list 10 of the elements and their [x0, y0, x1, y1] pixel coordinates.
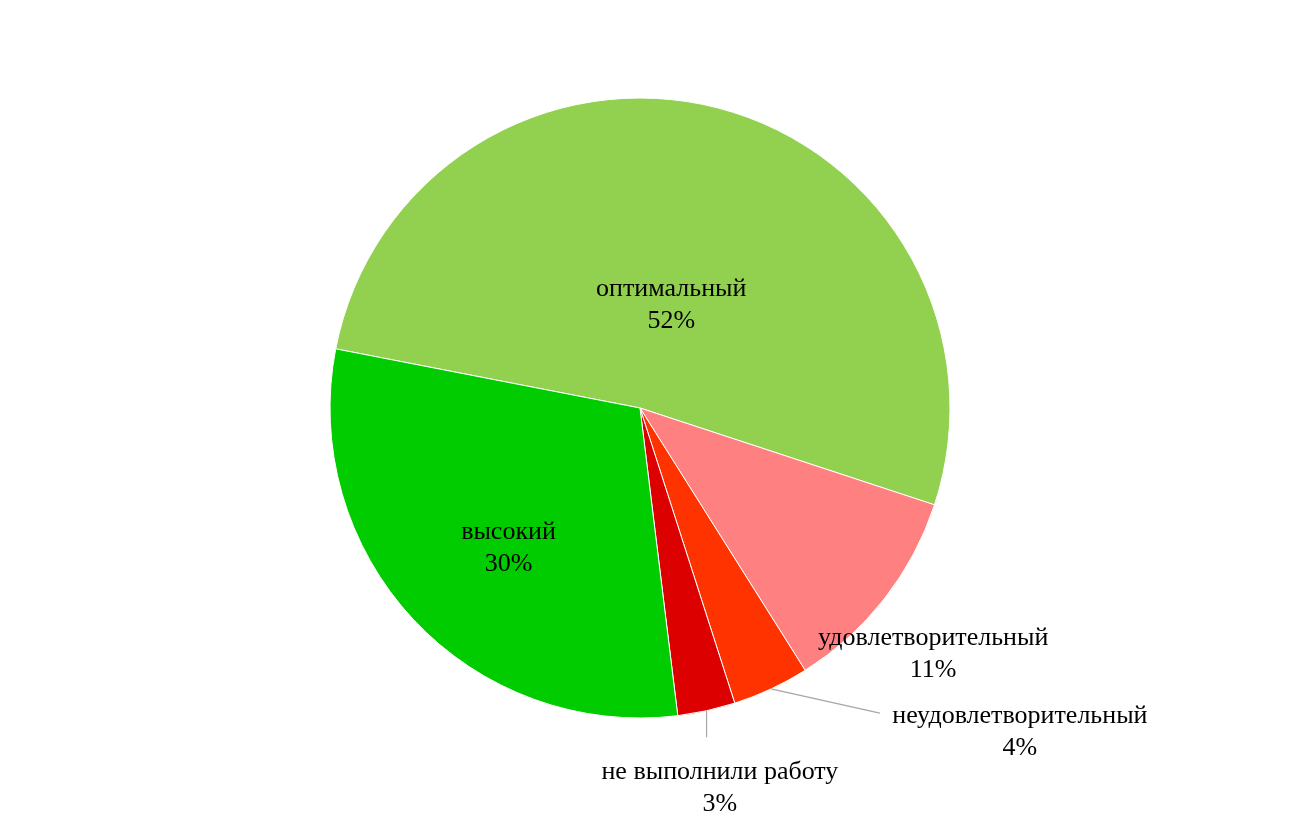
- data-label: 3%: [702, 788, 738, 818]
- slice-label: неудовлетворительный: [892, 700, 1148, 730]
- slice-label: удовлетворительный: [817, 622, 1049, 652]
- data-label: 4%: [1002, 732, 1038, 762]
- slice-label: оптимальный: [596, 273, 747, 302]
- slice-label: не выполнили работу: [601, 756, 839, 786]
- data-label: 30%: [484, 547, 533, 577]
- data-label: 11%: [909, 654, 957, 684]
- slice-label: высокий: [461, 515, 556, 545]
- data-label: 52%: [647, 305, 696, 334]
